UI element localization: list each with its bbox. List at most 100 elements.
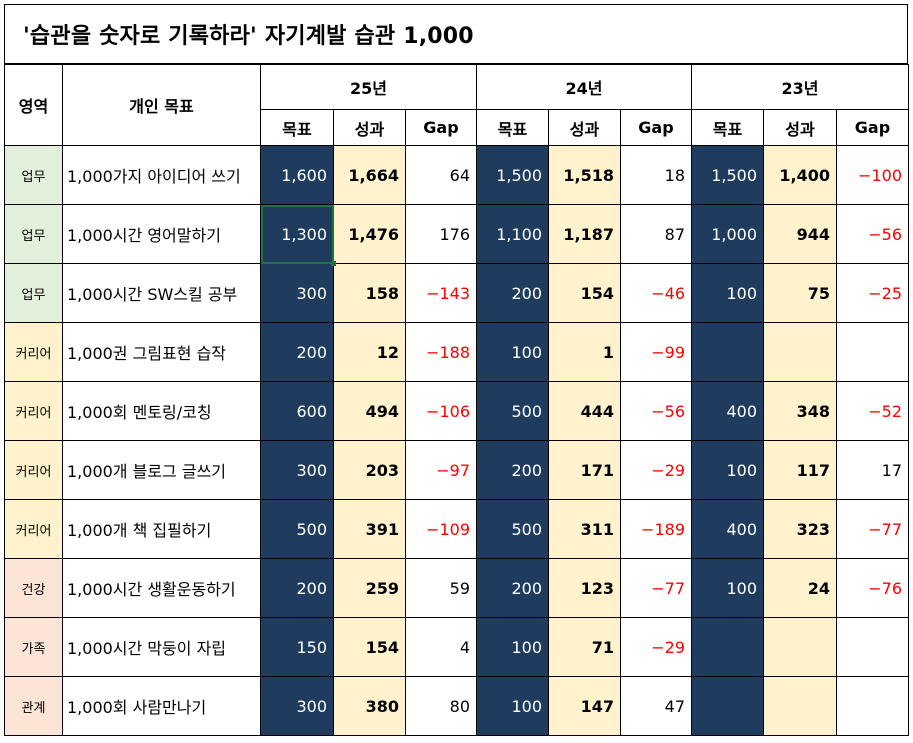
target-25-cell[interactable]: 300	[260, 676, 334, 736]
target-23-cell[interactable]: 100	[691, 263, 764, 323]
result-24-cell[interactable]: 171	[548, 440, 621, 500]
target-25-cell[interactable]: 150	[260, 617, 334, 677]
goal-cell[interactable]: 1,000시간 막둥이 자립	[62, 617, 261, 677]
gap-24-cell[interactable]: 47	[620, 676, 692, 736]
result-24-cell[interactable]: 154	[548, 263, 621, 323]
header-area[interactable]: 영역	[4, 64, 63, 146]
result-23-cell[interactable]	[763, 322, 837, 382]
result-24-cell[interactable]: 1,187	[548, 204, 621, 264]
header-gap[interactable]: Gap	[620, 109, 692, 146]
target-24-cell[interactable]: 200	[476, 558, 549, 618]
result-23-cell[interactable]: 348	[763, 381, 837, 441]
result-23-cell[interactable]: 24	[763, 558, 837, 618]
area-cell[interactable]: 업무	[4, 145, 63, 205]
gap-25-cell[interactable]: 176	[405, 204, 477, 264]
gap-24-cell[interactable]: −56	[620, 381, 692, 441]
result-23-cell[interactable]: 323	[763, 499, 837, 559]
area-cell[interactable]: 커리어	[4, 440, 63, 500]
header-gap[interactable]: Gap	[836, 109, 909, 146]
header-result[interactable]: 성과	[333, 109, 406, 146]
result-23-cell[interactable]	[763, 617, 837, 677]
target-23-cell[interactable]: 400	[691, 499, 764, 559]
target-25-cell[interactable]: 200	[260, 558, 334, 618]
gap-25-cell[interactable]: −188	[405, 322, 477, 382]
header-year-23[interactable]: 23년	[691, 64, 909, 110]
gap-23-cell[interactable]	[836, 617, 909, 677]
result-24-cell[interactable]: 444	[548, 381, 621, 441]
goal-cell[interactable]: 1,000시간 SW스킬 공부	[62, 263, 261, 323]
target-23-cell[interactable]: 100	[691, 440, 764, 500]
area-cell[interactable]: 건강	[4, 558, 63, 618]
target-24-cell[interactable]: 100	[476, 676, 549, 736]
area-cell[interactable]: 업무	[4, 204, 63, 264]
header-target[interactable]: 목표	[260, 109, 334, 146]
header-year-25[interactable]: 25년	[260, 64, 477, 110]
target-25-cell[interactable]: 200	[260, 322, 334, 382]
header-year-24[interactable]: 24년	[476, 64, 692, 110]
gap-25-cell[interactable]: −143	[405, 263, 477, 323]
target-23-cell[interactable]	[691, 676, 764, 736]
gap-25-cell[interactable]: −97	[405, 440, 477, 500]
goal-cell[interactable]: 1,000가지 아이디어 쓰기	[62, 145, 261, 205]
gap-23-cell[interactable]: −76	[836, 558, 909, 618]
target-23-cell[interactable]	[691, 322, 764, 382]
target-23-cell[interactable]: 1,500	[691, 145, 764, 205]
result-24-cell[interactable]: 1,518	[548, 145, 621, 205]
result-25-cell[interactable]: 1,664	[333, 145, 406, 205]
target-23-cell[interactable]: 100	[691, 558, 764, 618]
result-25-cell[interactable]: 1,476	[333, 204, 406, 264]
gap-23-cell[interactable]: −56	[836, 204, 909, 264]
result-24-cell[interactable]: 311	[548, 499, 621, 559]
target-24-cell[interactable]: 200	[476, 440, 549, 500]
gap-24-cell[interactable]: −46	[620, 263, 692, 323]
result-24-cell[interactable]: 123	[548, 558, 621, 618]
target-25-cell[interactable]: 300	[260, 263, 334, 323]
sheet-title[interactable]: '습관을 숫자로 기록하라' 자기계발 습관 1,000	[4, 4, 908, 64]
result-23-cell[interactable]: 117	[763, 440, 837, 500]
gap-25-cell[interactable]: 59	[405, 558, 477, 618]
target-24-cell[interactable]: 100	[476, 322, 549, 382]
result-25-cell[interactable]: 158	[333, 263, 406, 323]
header-target[interactable]: 목표	[476, 109, 549, 146]
header-result[interactable]: 성과	[548, 109, 621, 146]
result-24-cell[interactable]: 71	[548, 617, 621, 677]
gap-23-cell[interactable]	[836, 676, 909, 736]
target-25-cell[interactable]: 600	[260, 381, 334, 441]
result-25-cell[interactable]: 494	[333, 381, 406, 441]
result-25-cell[interactable]: 203	[333, 440, 406, 500]
gap-24-cell[interactable]: −29	[620, 617, 692, 677]
result-23-cell[interactable]: 1,400	[763, 145, 837, 205]
header-target[interactable]: 목표	[691, 109, 764, 146]
target-25-cell[interactable]: 500	[260, 499, 334, 559]
gap-24-cell[interactable]: −99	[620, 322, 692, 382]
goal-cell[interactable]: 1,000시간 영어말하기	[62, 204, 261, 264]
gap-24-cell[interactable]: 18	[620, 145, 692, 205]
gap-23-cell[interactable]: −77	[836, 499, 909, 559]
gap-24-cell[interactable]: −77	[620, 558, 692, 618]
target-23-cell[interactable]	[691, 617, 764, 677]
result-25-cell[interactable]: 12	[333, 322, 406, 382]
gap-23-cell[interactable]: −25	[836, 263, 909, 323]
result-24-cell[interactable]: 147	[548, 676, 621, 736]
result-25-cell[interactable]: 154	[333, 617, 406, 677]
gap-23-cell[interactable]: −100	[836, 145, 909, 205]
goal-cell[interactable]: 1,000시간 생활운동하기	[62, 558, 261, 618]
target-24-cell[interactable]: 200	[476, 263, 549, 323]
area-cell[interactable]: 업무	[4, 263, 63, 323]
result-23-cell[interactable]	[763, 676, 837, 736]
result-25-cell[interactable]: 380	[333, 676, 406, 736]
area-cell[interactable]: 커리어	[4, 499, 63, 559]
goal-cell[interactable]: 1,000회 사람만나기	[62, 676, 261, 736]
gap-23-cell[interactable]: −52	[836, 381, 909, 441]
goal-cell[interactable]: 1,000개 블로그 글쓰기	[62, 440, 261, 500]
gap-23-cell[interactable]	[836, 322, 909, 382]
gap-24-cell[interactable]: −29	[620, 440, 692, 500]
result-25-cell[interactable]: 259	[333, 558, 406, 618]
target-23-cell[interactable]: 400	[691, 381, 764, 441]
target-24-cell[interactable]: 1,500	[476, 145, 549, 205]
gap-25-cell[interactable]: 4	[405, 617, 477, 677]
goal-cell[interactable]: 1,000회 멘토링/코칭	[62, 381, 261, 441]
goal-cell[interactable]: 1,000개 책 집필하기	[62, 499, 261, 559]
gap-25-cell[interactable]: −109	[405, 499, 477, 559]
gap-25-cell[interactable]: 80	[405, 676, 477, 736]
